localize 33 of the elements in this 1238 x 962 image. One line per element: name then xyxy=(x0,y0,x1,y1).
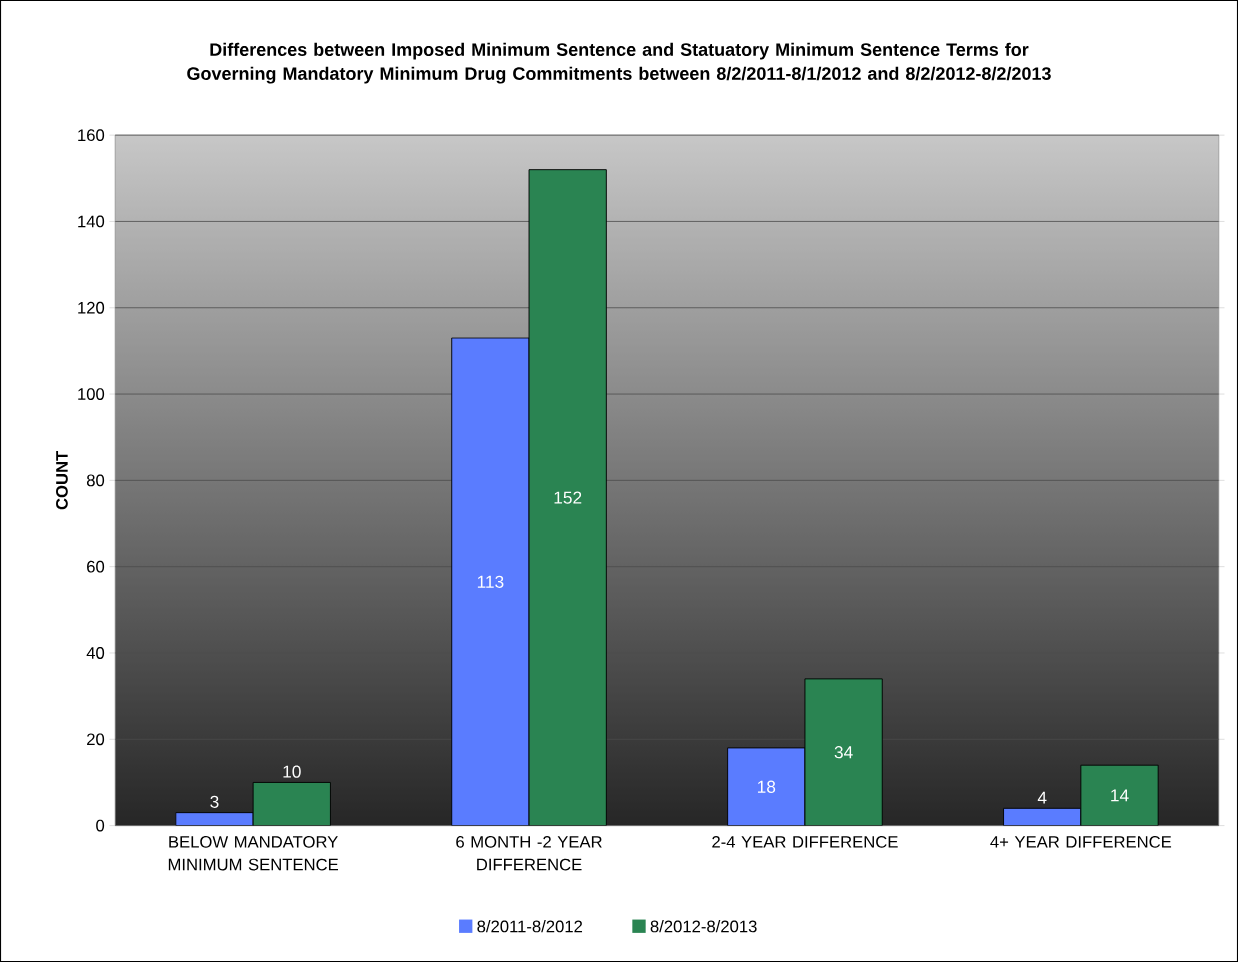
y-tick-label: 120 xyxy=(78,301,105,314)
x-tick-label: BELOW MANDATORY MINIMUM SENTENCE xyxy=(168,835,339,871)
data-label: 34 xyxy=(834,746,853,759)
y-tick-label: 100 xyxy=(78,388,105,400)
x-tick-label: 2-4 YEAR DIFFERENCE xyxy=(712,835,898,848)
bar xyxy=(175,812,254,826)
bar xyxy=(528,169,607,826)
y-tick-label: 80 xyxy=(86,474,105,487)
y-tick-label: 20 xyxy=(87,733,105,746)
bar xyxy=(1080,764,1159,826)
data-label: 152 xyxy=(554,491,582,504)
data-label: 113 xyxy=(477,575,504,588)
bar xyxy=(1003,807,1082,826)
data-label: 18 xyxy=(757,780,776,793)
y-tick-label: 140 xyxy=(78,215,105,228)
legend-label: 8/2012-8/2013 xyxy=(650,920,757,933)
data-label: 3 xyxy=(210,795,219,808)
data-label: 10 xyxy=(283,765,301,778)
y-tick-label: 160 xyxy=(78,129,105,142)
bar xyxy=(451,337,530,826)
x-tick-label: 4+ YEAR DIFFERENCE xyxy=(990,835,1172,848)
bar xyxy=(252,781,331,826)
bar xyxy=(727,747,806,826)
x-tick-label: 6 MONTH -2 YEAR DIFFERENCE xyxy=(456,835,602,871)
y-tick-label: 0 xyxy=(96,819,105,832)
data-label: 4 xyxy=(1037,791,1047,804)
chart-title: Differences between Imposed Minimum Sentence and Statuatory Minimum Sentence Terms for Governing Mandatory Minimum Drug Commitments between 8/2/2011-8/1/2012 and 8/2/2012-8/2/2013 xyxy=(187,42,1051,84)
data-label: 14 xyxy=(1111,789,1129,802)
bar xyxy=(804,678,883,826)
y-tick-label: 60 xyxy=(87,560,105,573)
y-tick-label: 40 xyxy=(86,647,105,659)
legend-label: 8/2011-8/2012 xyxy=(477,920,583,933)
y-axis-title: COUNT xyxy=(56,450,68,510)
